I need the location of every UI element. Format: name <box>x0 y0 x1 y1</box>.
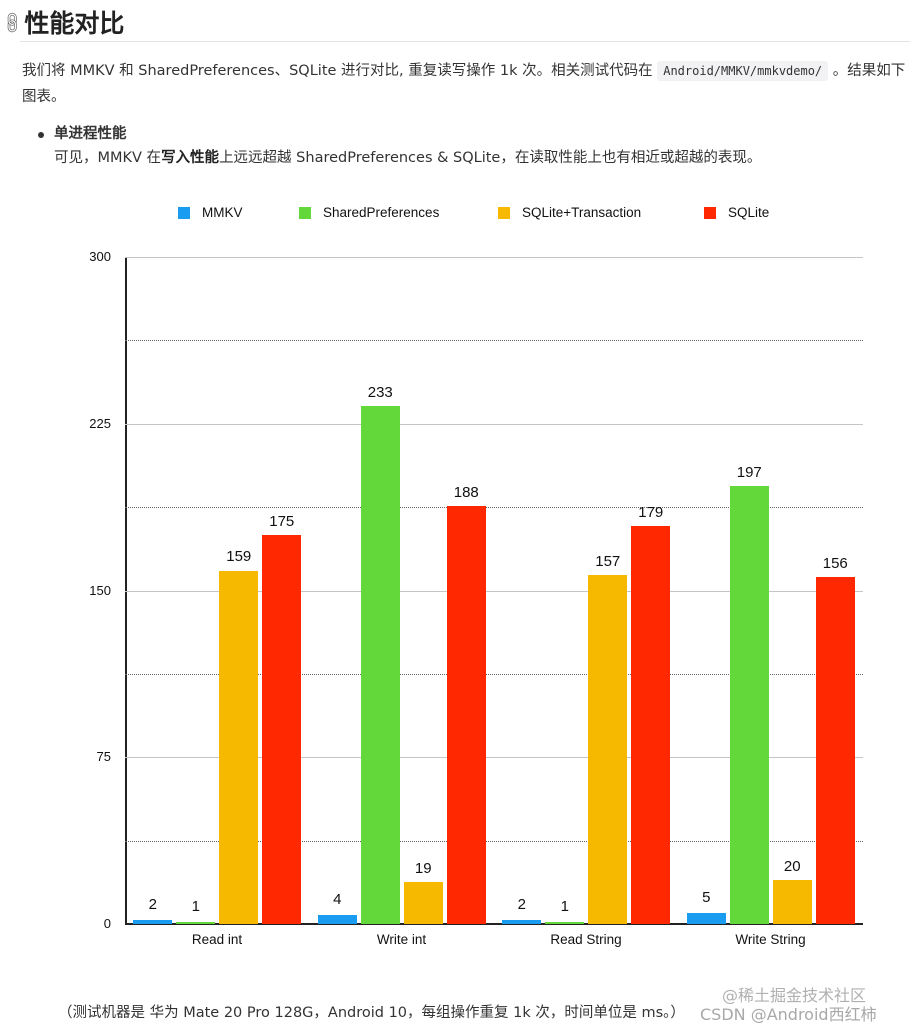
footer-note: （测试机器是 华为 Mate 20 Pro 128G，Android 10，每组… <box>58 1005 685 1021</box>
gridline <box>125 590 863 592</box>
x-tick-label: Write int <box>376 932 427 947</box>
gridline <box>125 423 863 425</box>
y-tick-label: 0 <box>103 916 111 931</box>
bullet-dot <box>38 132 44 138</box>
plot-area: 0 75 150 225 300 2 1 159 175 Read int 4 233 19 188 Wri… <box>89 249 863 947</box>
legend-item: SharedPreferences <box>299 205 439 220</box>
desc-text: 可见，MMKV 在 <box>54 150 162 166</box>
legend-label: SharedPreferences <box>323 205 440 220</box>
bar-mmkv <box>133 919 173 924</box>
x-tick-label: Read String <box>550 932 622 947</box>
bar-value-label: 1 <box>560 897 569 915</box>
page-title: 性能对比 <box>24 9 125 38</box>
minor-gridline <box>125 340 863 342</box>
bar-sharedpreferences <box>360 405 400 924</box>
desc-bold: 写入性能 <box>161 150 220 166</box>
bar-sqlite <box>815 577 855 924</box>
code-path: Android/MMKV/mmkvdemo/ <box>657 61 829 81</box>
bar-sqlite-transaction <box>588 574 628 924</box>
bar-value-label: 19 <box>414 859 432 877</box>
legend-swatch <box>178 206 190 219</box>
bar-value-label: 188 <box>453 484 479 501</box>
bar-value-label: 197 <box>736 464 762 481</box>
heading-divider <box>20 41 910 42</box>
y-tick-label: 225 <box>89 415 111 431</box>
legend-swatch <box>299 206 311 219</box>
legend-item: MMKV <box>178 205 243 220</box>
bar-value-label: 157 <box>595 552 621 570</box>
bar-sharedpreferences <box>729 486 769 924</box>
x-axis <box>125 923 863 925</box>
x-tick-label: Read int <box>191 932 243 947</box>
legend-item: SQLite <box>704 205 769 220</box>
intro-text-end: 。结果如下图表。 <box>22 63 906 105</box>
bar-sqlite-transaction <box>219 570 259 924</box>
bar-value-label: 156 <box>822 555 848 573</box>
bar-value-label: 175 <box>269 512 295 530</box>
legend-label: SQLite+Transaction <box>522 205 642 220</box>
bar-value-label: 233 <box>367 383 393 401</box>
bullet-desc: 可见，MMKV 在写入性能上远远超越 SharedPreferences & S… <box>54 146 761 171</box>
bar-mmkv <box>317 915 357 924</box>
y-tick-label: 75 <box>96 749 111 765</box>
bar-value-label: 179 <box>638 504 664 522</box>
bar-mmkv <box>502 919 542 924</box>
bar-value-label: 2 <box>148 895 157 913</box>
x-tick-label: Write String <box>735 932 806 947</box>
minor-gridline <box>125 507 863 509</box>
minor-gridline <box>125 840 863 842</box>
bar-sharedpreferences <box>545 921 585 924</box>
bar-sqlite <box>446 506 486 924</box>
desc-text-end: 上远远超越 SharedPreferences & SQLite，在读取性能上也… <box>219 150 762 166</box>
intro-paragraph: 我们将 MMKV 和 SharedPreferences、SQLite 进行对比… <box>22 58 910 110</box>
legend-swatch <box>704 206 716 219</box>
watermark-csdn: CSDN @Android西红柿 <box>700 1005 877 1024</box>
bar-value-label: 4 <box>333 891 342 909</box>
legend-label: SQLite <box>728 205 770 220</box>
bullet-title: 单进程性能 <box>54 126 127 142</box>
bar-value-label: 1 <box>191 897 200 915</box>
y-tick-label: 300 <box>89 249 111 264</box>
watermark-juejin: @稀土掘金技术社区 <box>722 986 867 1005</box>
intro-text: 我们将 MMKV 和 SharedPreferences、SQLite 进行对比… <box>22 63 658 79</box>
bar-value-label: 2 <box>517 895 526 913</box>
y-tick-label: 150 <box>89 582 111 598</box>
link-icon[interactable]: 🔗︎ <box>0 8 27 36</box>
section-heading: 🔗︎ 性能对比 <box>0 4 125 40</box>
bar-chart: MMKV SharedPreferences SQLite+Transaction S… <box>0 190 910 960</box>
bar-sharedpreferences <box>176 921 216 924</box>
gridline <box>125 257 863 258</box>
legend-label: MMKV <box>202 205 243 220</box>
bar-sqlite <box>262 534 302 924</box>
bar-mmkv <box>686 912 726 924</box>
legend-item: SQLite+Transaction <box>498 205 641 220</box>
bar-value-label: 159 <box>226 548 252 566</box>
bar-value-label: 20 <box>783 857 801 875</box>
minor-gridline <box>125 673 863 675</box>
bar-sqlite-transaction <box>403 881 443 924</box>
gridline <box>125 757 863 759</box>
bar-value-label: 5 <box>702 888 711 906</box>
bar-sqlite <box>631 526 671 924</box>
legend-swatch <box>498 206 510 219</box>
bar-sqlite-transaction <box>772 879 812 924</box>
